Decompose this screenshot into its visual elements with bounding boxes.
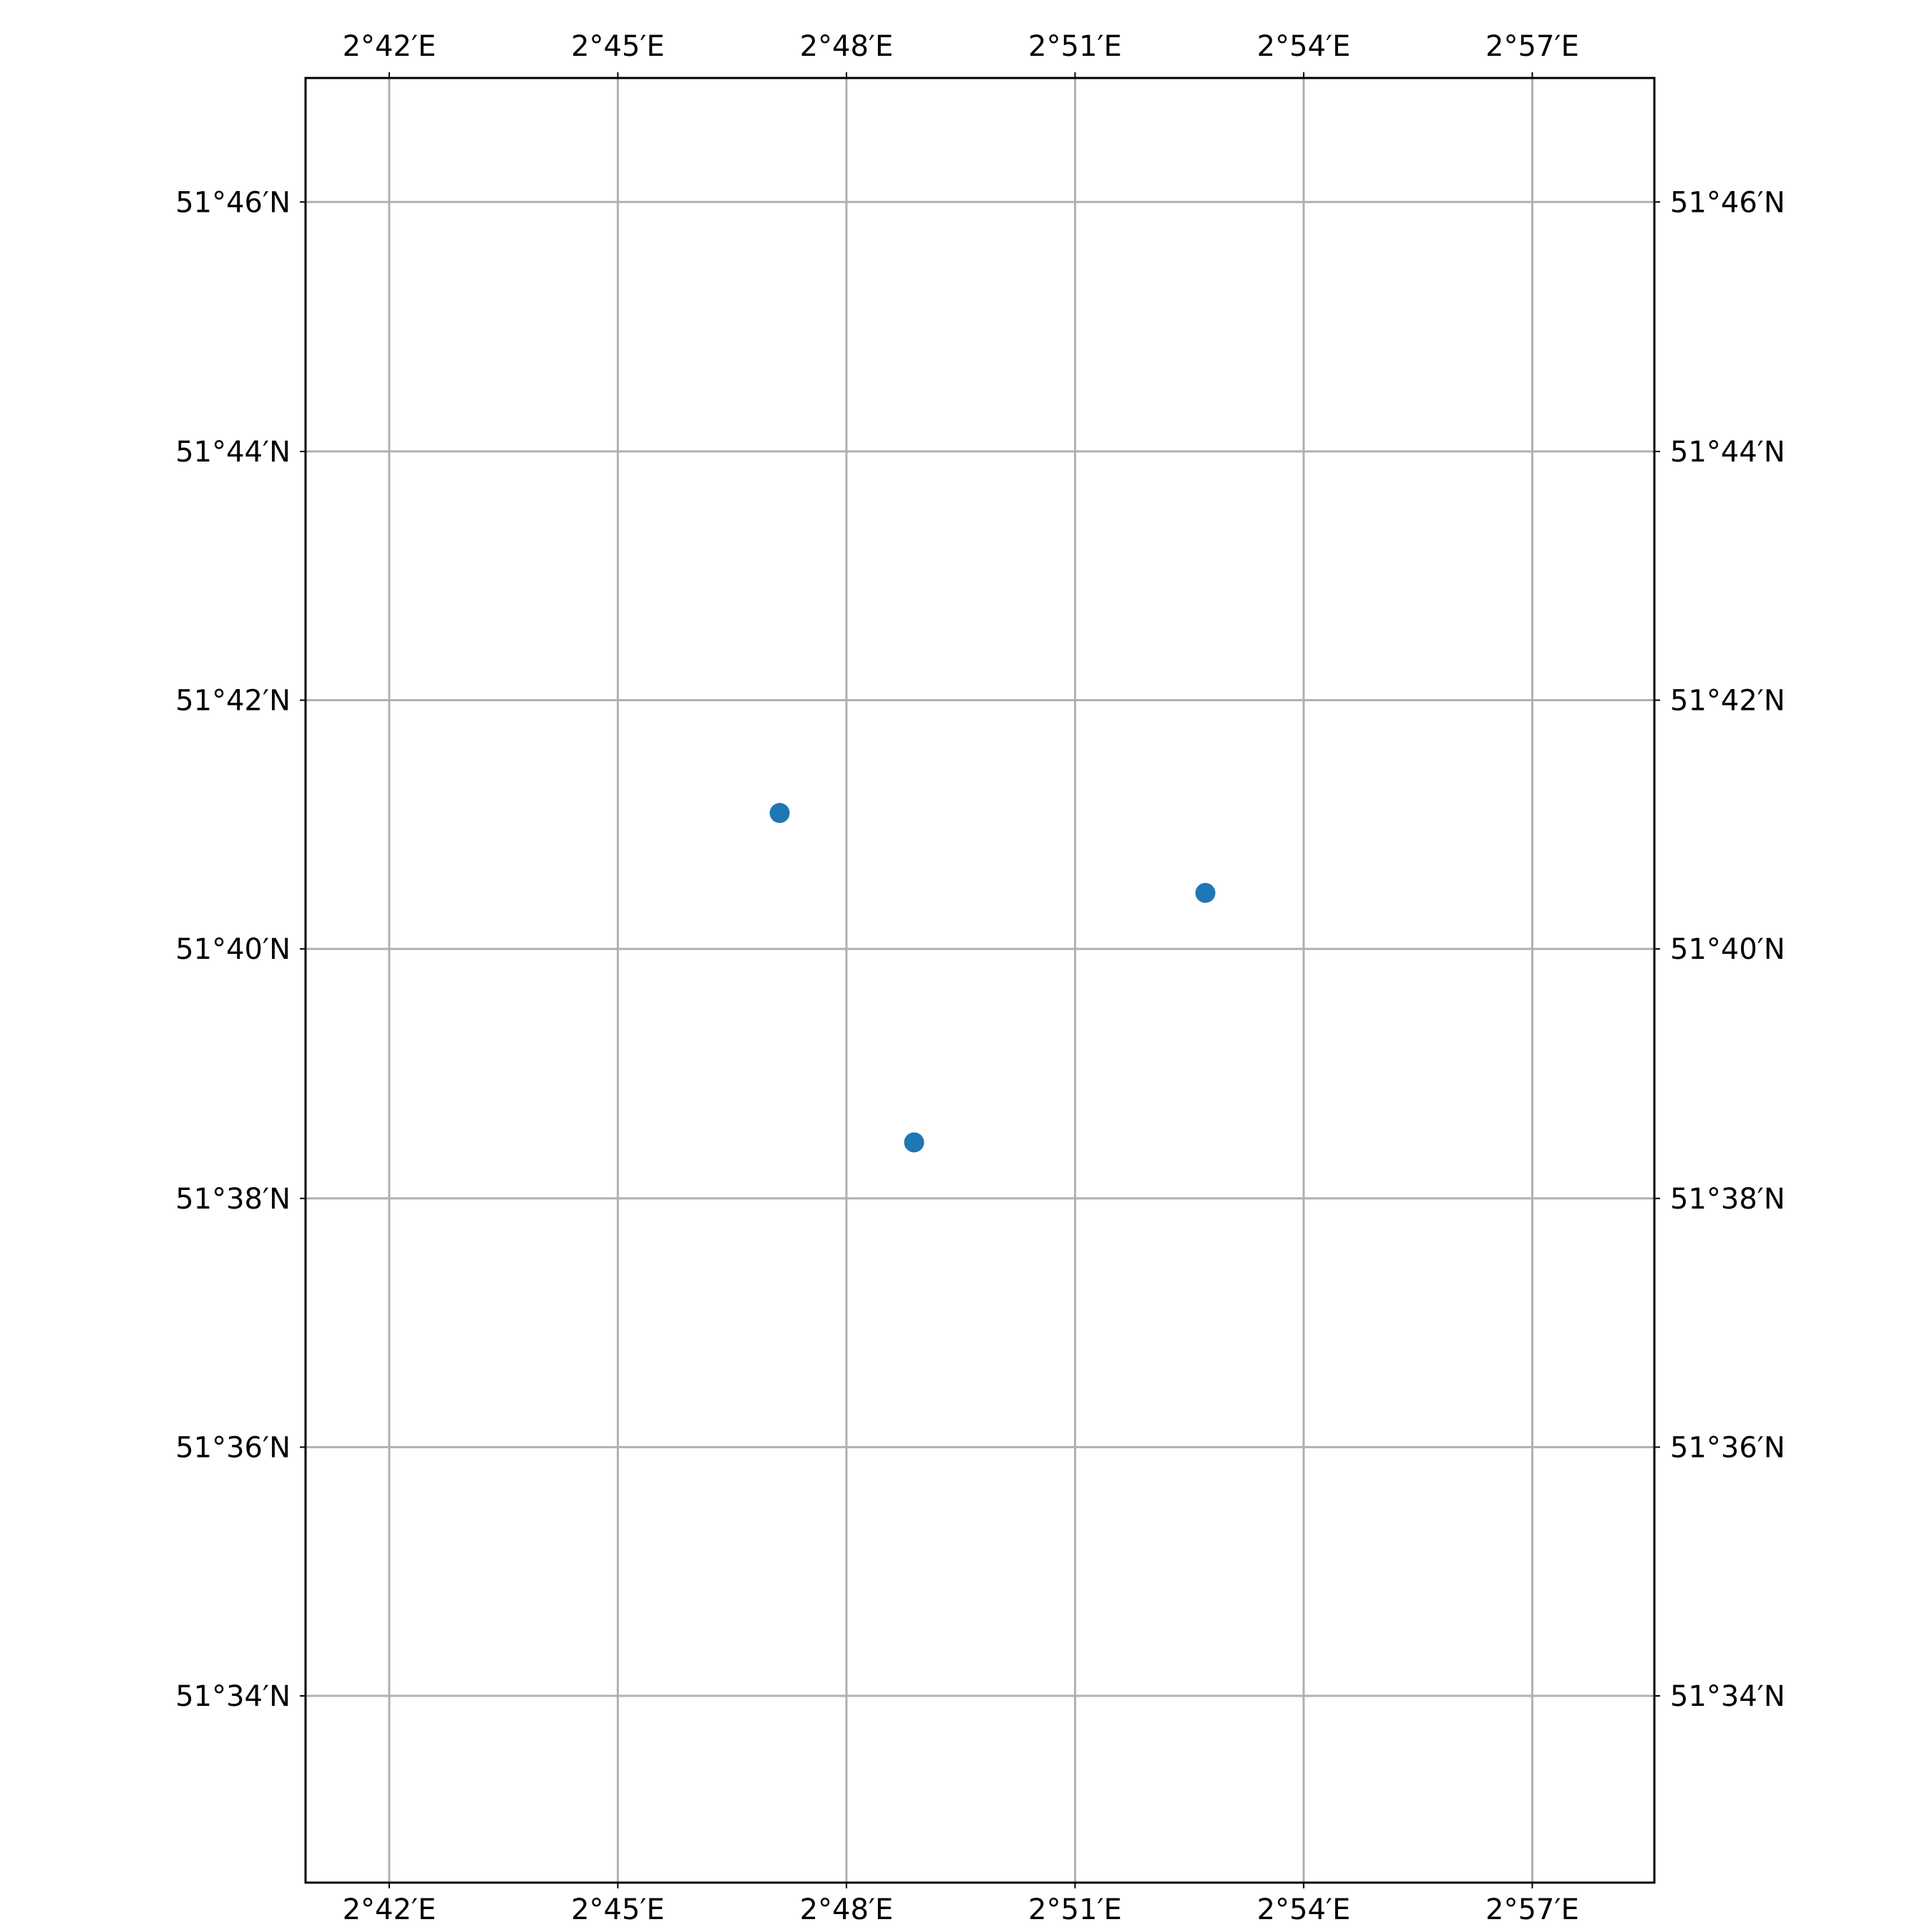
y-tick-label-left: 51°38′N: [175, 1183, 291, 1216]
y-tick-label-right: 51°42′N: [1670, 685, 1785, 718]
y-tick-label-right: 51°38′N: [1670, 1183, 1785, 1216]
y-tick-label-right: 51°40′N: [1670, 933, 1785, 966]
x-tick-label-top: 2°45′E: [571, 30, 665, 63]
y-tick-label-left: 51°40′N: [175, 933, 291, 966]
x-tick-label-top: 2°48′E: [800, 30, 894, 63]
location-point: [769, 803, 790, 824]
x-tick-label-top: 2°57′E: [1485, 30, 1579, 63]
x-tick-label-bottom: 2°45′E: [571, 1893, 665, 1926]
y-tick-label-right: 51°44′N: [1670, 436, 1785, 469]
y-tick-label-left: 51°46′N: [175, 186, 291, 219]
y-tick-label-right: 51°34′N: [1670, 1680, 1785, 1713]
location-point: [1195, 882, 1216, 903]
tick-labels: 2°42′E 2°42′E 2°45′E 2°45′E 2°48′E 2°48′E 2°51…: [175, 30, 1785, 1926]
y-tick-label-left: 51°42′N: [175, 685, 291, 718]
y-tick-label-right: 51°36′N: [1670, 1431, 1785, 1464]
data-points: [769, 803, 1216, 1153]
map-frame: [304, 77, 1656, 1884]
x-tick-label-bottom: 2°48′E: [800, 1893, 894, 1926]
x-tick-label-bottom: 2°42′E: [343, 1893, 436, 1926]
y-tick-label-right: 51°46′N: [1670, 186, 1785, 219]
y-tick-label-left: 51°34′N: [175, 1680, 291, 1713]
y-tick-label-left: 51°36′N: [175, 1431, 291, 1464]
location-point: [904, 1132, 924, 1153]
y-tick-label-left: 51°44′N: [175, 436, 291, 469]
x-tick-label-top: 2°42′E: [343, 30, 436, 63]
x-tick-label-bottom: 2°51′E: [1028, 1893, 1122, 1926]
graticule-grid: [306, 78, 1654, 1883]
x-tick-label-top: 2°54′E: [1257, 30, 1351, 63]
x-tick-label-top: 2°51′E: [1028, 30, 1122, 63]
x-tick-label-bottom: 2°57′E: [1485, 1893, 1579, 1926]
tick-marks: [300, 72, 1660, 1888]
x-tick-label-bottom: 2°54′E: [1257, 1893, 1351, 1926]
